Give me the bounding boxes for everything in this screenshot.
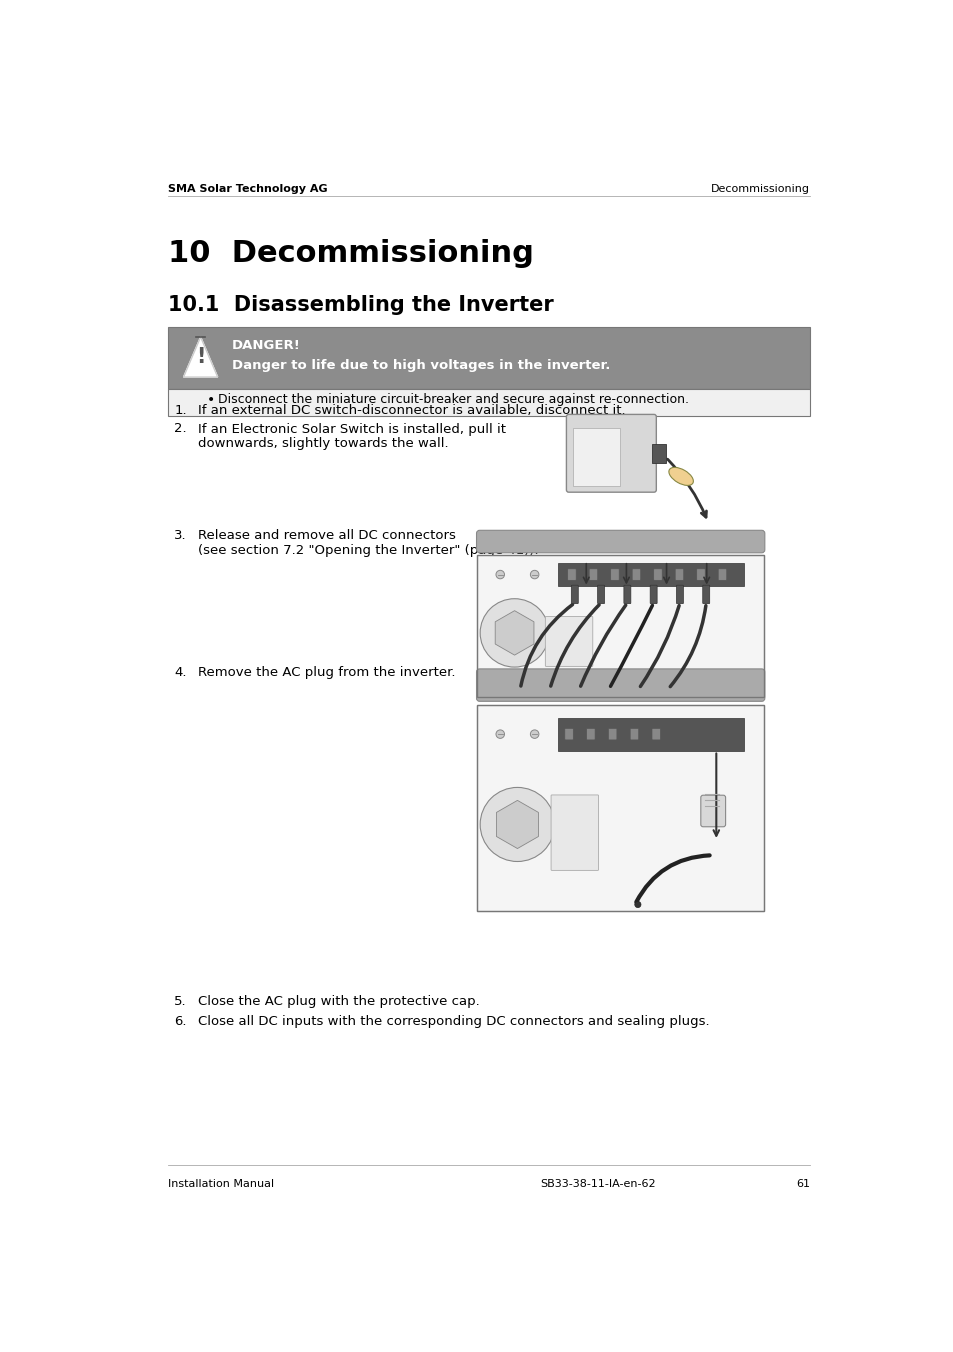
FancyBboxPatch shape: [630, 729, 638, 740]
Text: Close the AC plug with the protective cap.: Close the AC plug with the protective ca…: [197, 995, 478, 1009]
Text: 4.: 4.: [174, 665, 187, 679]
FancyBboxPatch shape: [610, 569, 618, 580]
FancyBboxPatch shape: [545, 617, 592, 667]
FancyBboxPatch shape: [551, 795, 598, 871]
Ellipse shape: [668, 468, 693, 485]
Text: 6.: 6.: [174, 1015, 187, 1029]
FancyBboxPatch shape: [557, 564, 743, 585]
FancyBboxPatch shape: [571, 585, 578, 603]
FancyBboxPatch shape: [718, 569, 726, 580]
Polygon shape: [496, 800, 537, 849]
FancyBboxPatch shape: [652, 443, 666, 462]
FancyBboxPatch shape: [651, 729, 659, 740]
FancyBboxPatch shape: [168, 327, 809, 388]
FancyBboxPatch shape: [476, 530, 764, 553]
FancyBboxPatch shape: [696, 569, 704, 580]
Text: 5.: 5.: [174, 995, 187, 1009]
Text: 2.: 2.: [174, 422, 187, 435]
FancyBboxPatch shape: [476, 669, 764, 702]
FancyBboxPatch shape: [586, 729, 595, 740]
FancyBboxPatch shape: [650, 585, 657, 603]
Text: 10.1  Disassembling the Inverter: 10.1 Disassembling the Inverter: [168, 295, 554, 315]
FancyBboxPatch shape: [623, 585, 630, 603]
FancyBboxPatch shape: [566, 415, 656, 492]
Polygon shape: [183, 337, 217, 377]
Text: •: •: [207, 393, 214, 407]
Polygon shape: [495, 611, 534, 656]
FancyBboxPatch shape: [557, 718, 743, 750]
FancyBboxPatch shape: [702, 585, 709, 603]
Text: Remove the AC plug from the inverter.: Remove the AC plug from the inverter.: [197, 665, 455, 679]
Circle shape: [530, 571, 538, 579]
Text: Installation Manual: Installation Manual: [168, 1179, 274, 1188]
FancyBboxPatch shape: [168, 388, 809, 416]
FancyBboxPatch shape: [476, 554, 763, 696]
FancyBboxPatch shape: [567, 569, 576, 580]
Circle shape: [634, 902, 640, 907]
Text: Danger to life due to high voltages in the inverter.: Danger to life due to high voltages in t…: [232, 360, 609, 372]
Text: 61: 61: [795, 1179, 809, 1188]
FancyBboxPatch shape: [597, 585, 604, 603]
FancyBboxPatch shape: [476, 706, 763, 911]
Text: DANGER!: DANGER!: [232, 338, 300, 352]
Text: Close all DC inputs with the corresponding DC connectors and sealing plugs.: Close all DC inputs with the correspondi…: [197, 1015, 708, 1029]
Text: Disconnect the miniature circuit-breaker and secure against re-connection.: Disconnect the miniature circuit-breaker…: [218, 393, 689, 406]
FancyBboxPatch shape: [700, 795, 725, 827]
FancyBboxPatch shape: [589, 569, 598, 580]
Circle shape: [479, 787, 554, 861]
Circle shape: [479, 599, 548, 667]
FancyBboxPatch shape: [632, 569, 640, 580]
Text: SMA Solar Technology AG: SMA Solar Technology AG: [168, 184, 328, 193]
Circle shape: [530, 730, 538, 738]
Text: If an external DC switch-disconnector is available, disconnect it.: If an external DC switch-disconnector is…: [197, 404, 624, 416]
FancyBboxPatch shape: [608, 729, 617, 740]
FancyBboxPatch shape: [653, 569, 661, 580]
Text: !: !: [195, 347, 205, 366]
Text: If an Electronic Solar Switch is installed, pull it
downwards, slightly towards : If an Electronic Solar Switch is install…: [197, 422, 505, 450]
FancyBboxPatch shape: [676, 585, 682, 603]
Text: SB33-38-11-IA-en-62: SB33-38-11-IA-en-62: [540, 1179, 656, 1188]
Text: 1.: 1.: [174, 404, 187, 416]
Circle shape: [496, 730, 504, 738]
Text: Decommissioning: Decommissioning: [710, 184, 809, 193]
Text: 10  Decommissioning: 10 Decommissioning: [168, 239, 534, 268]
Text: 3.: 3.: [174, 529, 187, 542]
FancyBboxPatch shape: [675, 569, 683, 580]
FancyBboxPatch shape: [573, 427, 619, 485]
Text: Release and remove all DC connectors
(see section 7.2 "Opening the Inverter" (pa: Release and remove all DC connectors (se…: [197, 529, 537, 557]
FancyBboxPatch shape: [564, 729, 573, 740]
Circle shape: [496, 571, 504, 579]
